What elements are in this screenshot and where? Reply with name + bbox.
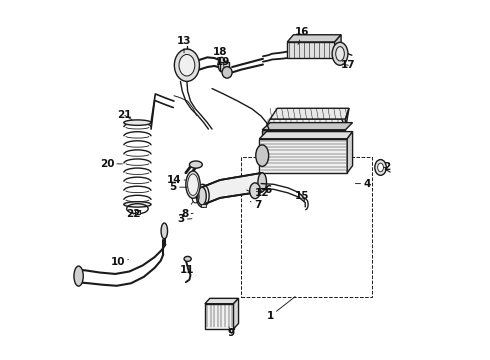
Text: 18: 18 — [213, 46, 227, 61]
Text: 14: 14 — [167, 175, 186, 185]
Text: 2: 2 — [382, 162, 390, 172]
Text: 7: 7 — [250, 200, 261, 210]
Bar — [135, 210, 140, 214]
Polygon shape — [270, 108, 349, 119]
Ellipse shape — [124, 120, 151, 125]
Ellipse shape — [161, 223, 168, 239]
Ellipse shape — [188, 174, 198, 195]
Polygon shape — [262, 123, 353, 130]
Polygon shape — [335, 35, 341, 58]
Polygon shape — [202, 173, 262, 205]
Text: 8: 8 — [181, 209, 193, 219]
Polygon shape — [205, 304, 234, 329]
Ellipse shape — [336, 46, 344, 61]
Ellipse shape — [186, 171, 200, 198]
Text: 1: 1 — [267, 297, 295, 321]
Ellipse shape — [174, 49, 199, 81]
Text: 9: 9 — [228, 327, 235, 338]
Polygon shape — [220, 62, 229, 71]
Text: 10: 10 — [110, 257, 128, 267]
Ellipse shape — [179, 54, 195, 76]
Ellipse shape — [197, 187, 206, 205]
Ellipse shape — [124, 202, 151, 207]
Text: 13: 13 — [177, 36, 191, 53]
Bar — [201, 204, 205, 207]
Ellipse shape — [378, 163, 383, 172]
Ellipse shape — [256, 145, 269, 166]
Ellipse shape — [375, 159, 386, 175]
Text: 19: 19 — [216, 57, 231, 69]
Polygon shape — [345, 108, 349, 130]
Polygon shape — [287, 35, 341, 42]
Text: 3: 3 — [177, 215, 192, 224]
Text: 4: 4 — [355, 179, 370, 189]
Polygon shape — [287, 42, 335, 58]
Ellipse shape — [258, 173, 267, 192]
Ellipse shape — [222, 67, 232, 78]
Ellipse shape — [218, 57, 225, 72]
Polygon shape — [205, 298, 239, 304]
Text: 22: 22 — [126, 209, 141, 219]
Ellipse shape — [190, 161, 202, 168]
Bar — [242, 157, 372, 297]
Text: 21: 21 — [118, 111, 132, 121]
Text: 6: 6 — [262, 185, 272, 195]
Text: 12: 12 — [255, 188, 270, 198]
Polygon shape — [234, 298, 239, 329]
Text: 16: 16 — [295, 27, 310, 44]
Text: 15: 15 — [295, 191, 310, 201]
Polygon shape — [259, 132, 353, 139]
Ellipse shape — [250, 183, 260, 199]
Text: 5: 5 — [170, 182, 188, 192]
Polygon shape — [347, 132, 353, 173]
Polygon shape — [262, 130, 345, 139]
Ellipse shape — [184, 256, 191, 261]
Polygon shape — [259, 139, 347, 173]
Polygon shape — [265, 119, 345, 130]
Ellipse shape — [74, 266, 83, 286]
Ellipse shape — [332, 42, 348, 65]
Text: 11: 11 — [180, 265, 194, 275]
Text: 17: 17 — [341, 60, 356, 70]
Text: 20: 20 — [99, 159, 122, 169]
